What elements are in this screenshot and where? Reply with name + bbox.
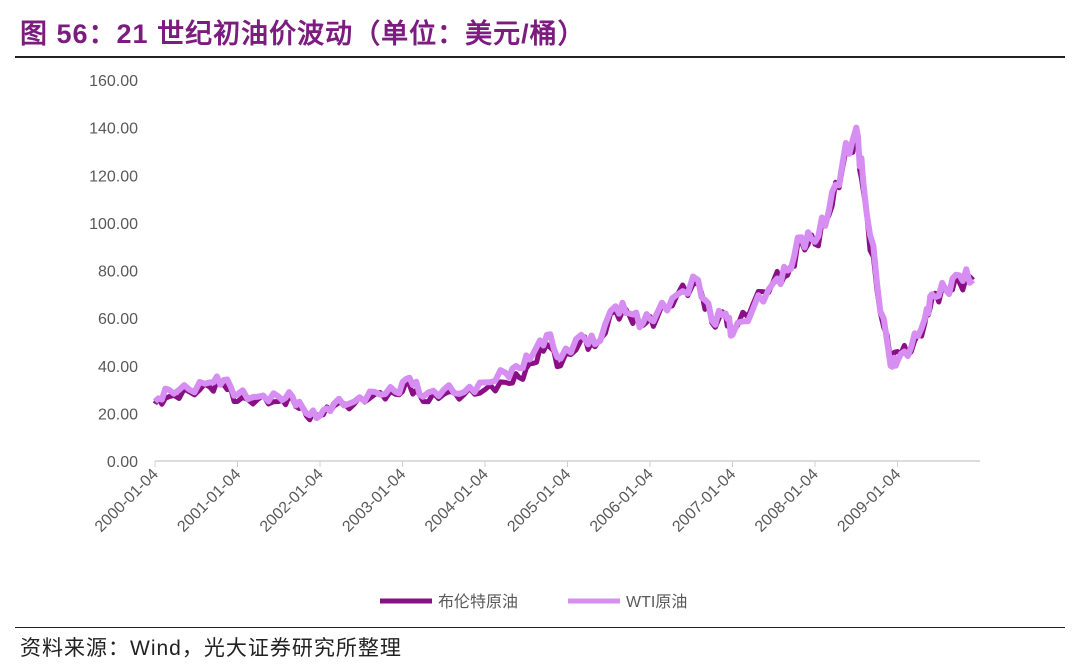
x-tick-label: 2003-01-04 [339,466,409,536]
y-tick-label: 40.00 [98,359,138,376]
title-divider [15,56,1065,58]
source-note: 资料来源：Wind，光大证券研究所整理 [20,637,402,660]
x-tick-label: 2002-01-04 [257,466,327,536]
x-tick-label: 2005-01-04 [504,466,574,536]
series-line-brent [152,129,975,423]
x-tick-label: 2000-01-04 [92,466,162,536]
y-tick-label: 80.00 [98,264,138,281]
y-tick-label: 140.00 [89,121,138,138]
chart-title: 图 56：21 世纪初油价波动（单位：美元/桶） [20,19,586,49]
x-tick-label: 2009-01-04 [834,466,904,536]
y-tick-label: 120.00 [89,168,138,185]
x-tick-label: 2006-01-04 [587,466,657,536]
legend-label: WTI原油 [626,593,687,611]
series-line-wti [152,124,976,422]
x-tick-label: 2004-01-04 [422,466,492,536]
source-divider [15,627,1065,628]
x-tick-label: 2001-01-04 [174,466,244,536]
y-tick-label: 60.00 [98,311,138,328]
x-tick-label: 2008-01-04 [752,466,822,536]
y-tick-label: 20.00 [98,406,138,423]
y-tick-label: 100.00 [89,216,138,233]
y-tick-label: 160.00 [89,73,138,90]
x-tick-label: 2007-01-04 [669,466,739,536]
legend: 布伦特原油 WTI原油 [380,593,687,611]
y-tick-label: 0.00 [107,454,138,471]
legend-label: 布伦特原油 [438,593,518,611]
